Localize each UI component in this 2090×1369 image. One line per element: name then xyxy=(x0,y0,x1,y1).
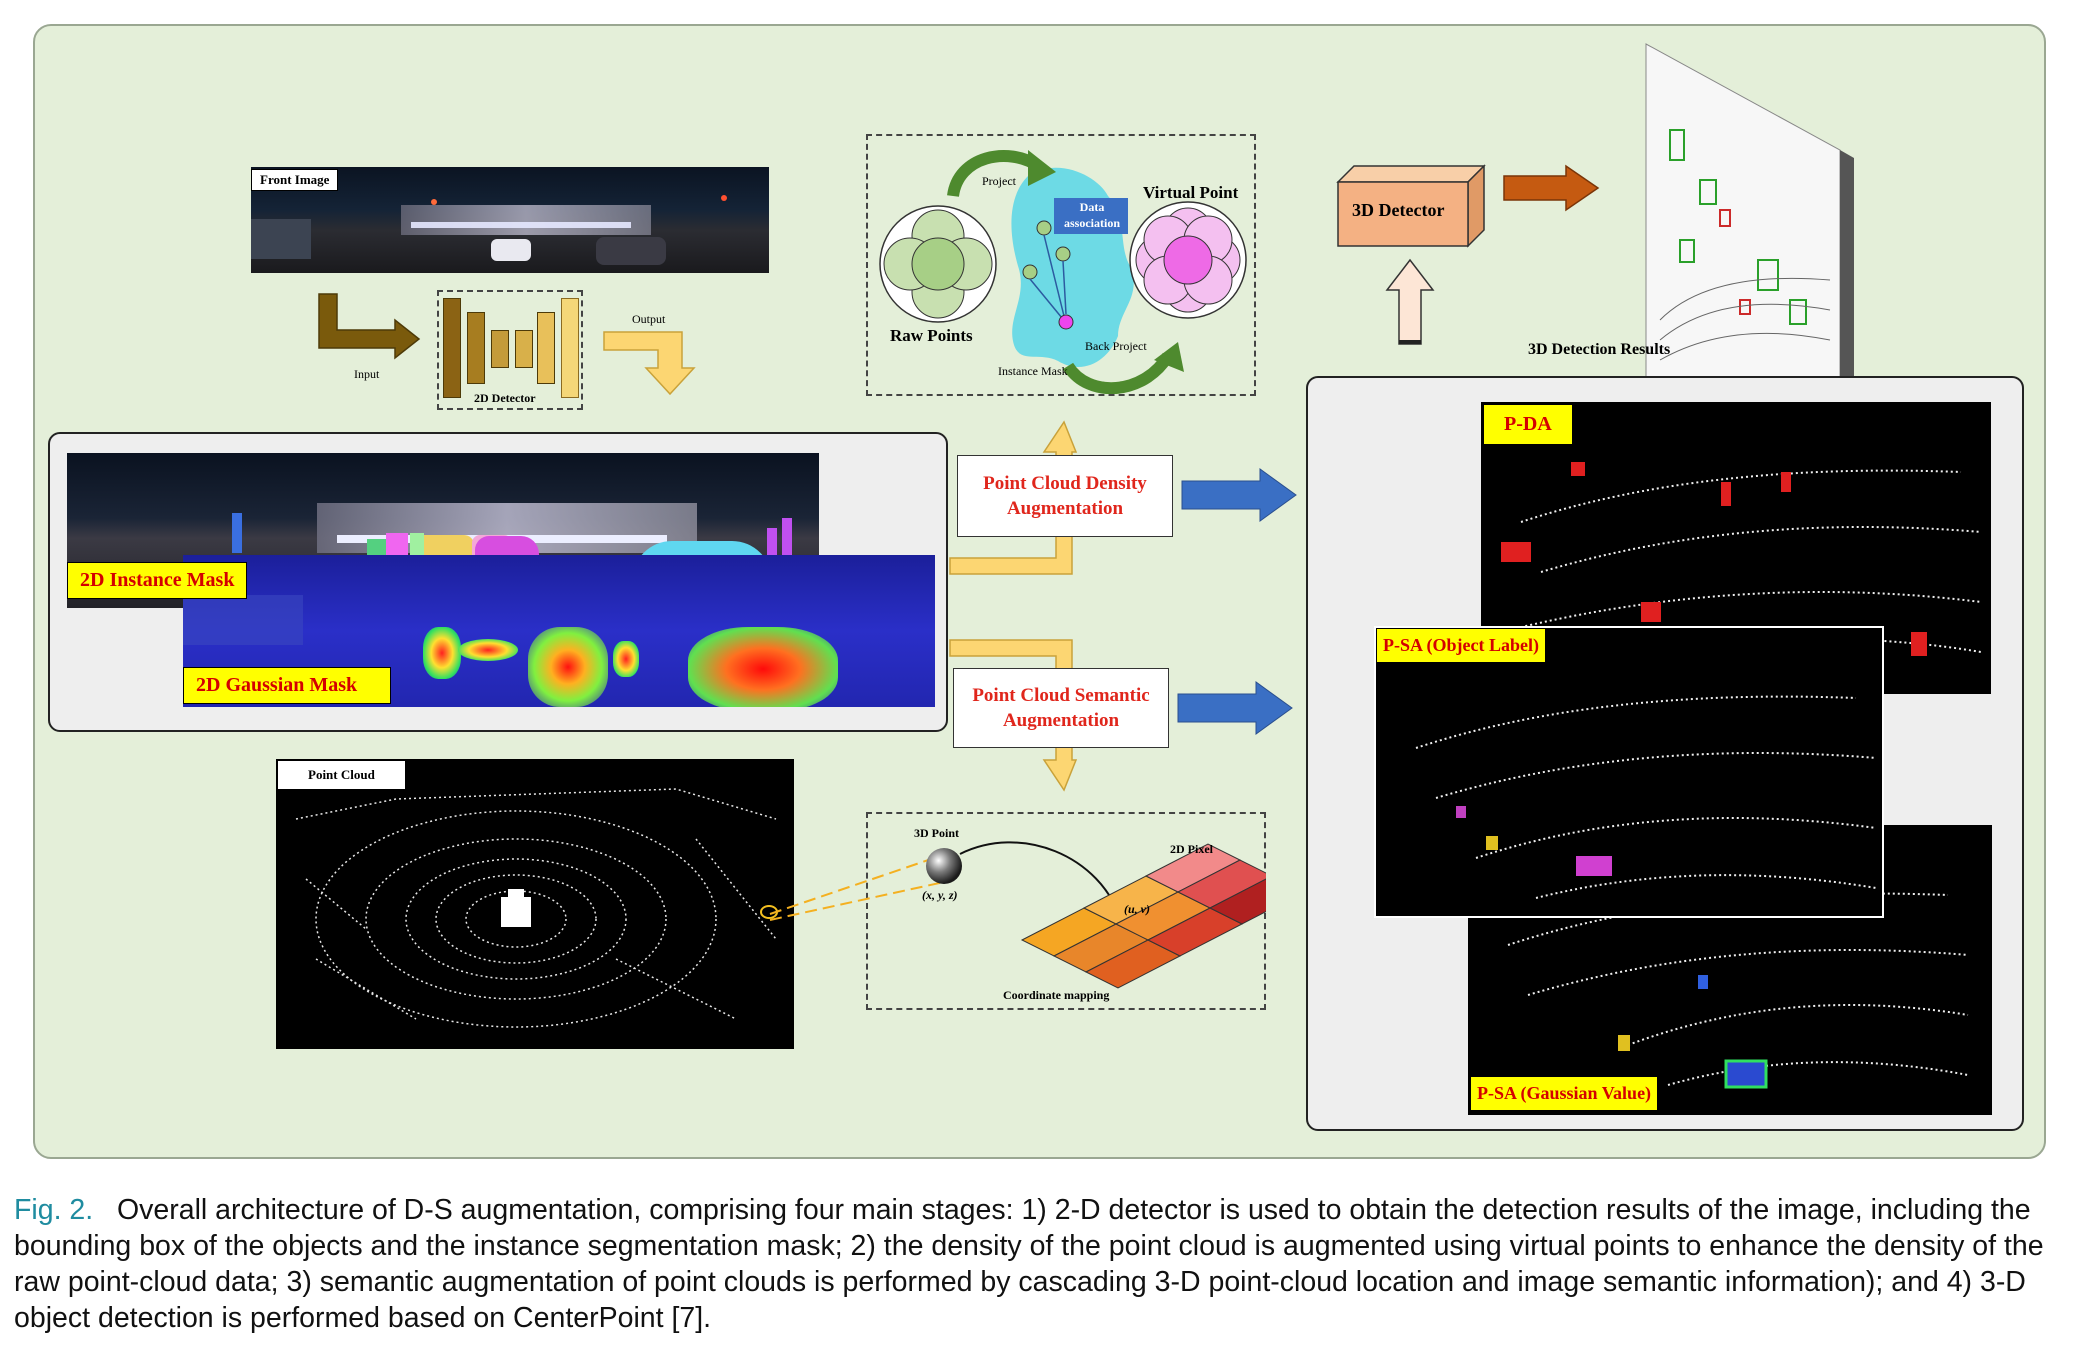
coordinate-mapping-label: Coordinate mapping xyxy=(1003,988,1110,1002)
detector-layer-3 xyxy=(491,330,509,368)
data-association-label: Data association xyxy=(1063,200,1120,230)
semantic-augmentation-box: Point Cloud Semantic Augmentation xyxy=(953,668,1169,748)
detector-layer-4 xyxy=(515,330,533,368)
detector-2d-label: 2D Detector xyxy=(474,391,536,405)
density-aug-line2: Augmentation xyxy=(1006,498,1124,519)
xyz-label: (x, y, z) xyxy=(922,888,958,902)
detector-layer-2 xyxy=(467,312,485,384)
psa-object-label: P-SA (Object Label) xyxy=(1376,628,1546,663)
semantic-output-arrow xyxy=(1177,681,1293,735)
project-label: Project xyxy=(982,174,1016,188)
input-label: Input xyxy=(354,367,380,381)
detector-3d-box xyxy=(1336,164,1486,248)
back-project-label: Back Project xyxy=(1085,339,1147,353)
semantic-aug-line1: Point Cloud Semantic xyxy=(972,685,1150,706)
instance-mask-2d-label: 2D Instance Mask xyxy=(67,562,248,599)
input-arrow xyxy=(318,293,421,360)
figure-number: Fig. 2. xyxy=(14,1194,94,1226)
point-cloud-label: Point Cloud xyxy=(277,760,406,790)
instance-mask-label: Instance Mask xyxy=(998,364,1068,378)
detector-input-arrow xyxy=(1385,258,1435,345)
semantic-aug-line2: Augmentation xyxy=(1002,710,1120,731)
detector-layer-6 xyxy=(561,298,579,398)
pda-label: P-DA xyxy=(1483,404,1573,445)
point-cloud-image xyxy=(276,759,794,1049)
virtual-point-icon xyxy=(1129,201,1247,319)
uv-label: (u, v) xyxy=(1124,902,1150,916)
detector-2d-box xyxy=(437,290,583,410)
point-3d-label: 3D Point xyxy=(914,826,959,840)
detector-3d-label: 3D Detector xyxy=(1352,200,1445,220)
psa-object-image xyxy=(1374,626,1884,918)
raw-points-icon xyxy=(879,205,997,323)
output-arrow xyxy=(603,331,696,396)
detection-results-image xyxy=(1645,43,1854,406)
detection-results-label: 3D Detection Results xyxy=(1528,341,1671,358)
detector-layer-5 xyxy=(537,312,555,384)
virtual-point-diagram xyxy=(879,150,1247,394)
density-augmentation-box: Point Cloud Density Augmentation xyxy=(957,455,1173,537)
virtual-point-label: Virtual Point xyxy=(1143,183,1239,202)
detector-layer-1 xyxy=(443,298,461,398)
psa-gaussian-label: P-SA (Gaussian Value) xyxy=(1470,1076,1659,1111)
caption-text: Overall architecture of D-S augmentation… xyxy=(14,1194,2044,1334)
gaussian-mask-2d-label: 2D Gaussian Mask xyxy=(183,667,391,704)
pixel-2d-label: 2D Pixel xyxy=(1170,842,1213,856)
figure-caption: Fig. 2. Overall architecture of D-S augm… xyxy=(14,1192,2079,1336)
front-image-label: Front Image xyxy=(251,169,339,191)
density-output-arrow xyxy=(1181,468,1297,522)
output-label: Output xyxy=(632,312,666,326)
virtual-point-box xyxy=(866,134,1256,396)
density-aug-line1: Point Cloud Density xyxy=(983,473,1147,494)
coordinate-mapping-diagram xyxy=(769,841,1266,989)
detector-output-arrow xyxy=(1503,164,1600,212)
raw-points-label: Raw Points xyxy=(890,326,973,345)
